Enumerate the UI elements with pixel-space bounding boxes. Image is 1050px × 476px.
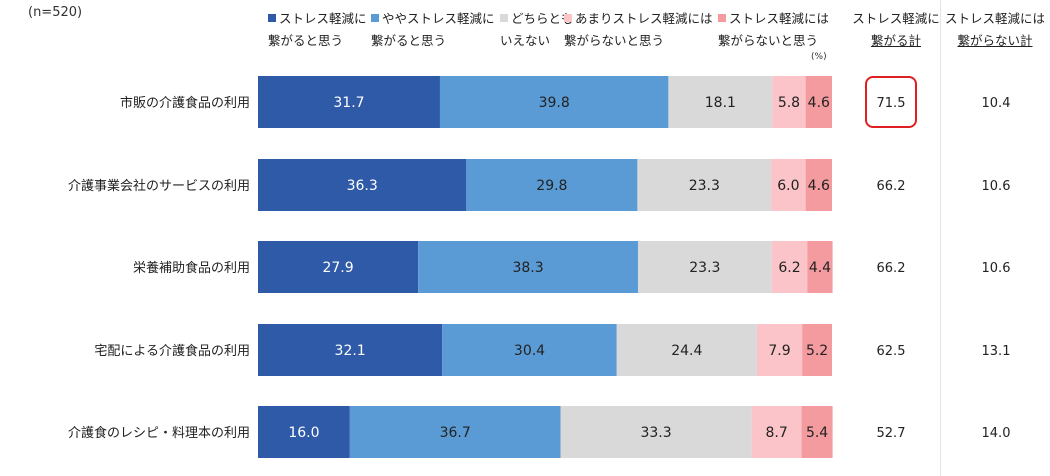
bar-segment [560,406,752,458]
bar-segment [637,241,772,293]
bar-segment [805,76,832,128]
legend-label-3-line2: いえない [500,33,551,48]
bar-segment [258,241,419,293]
legend-label-1-line2: 繋がると思う [268,33,344,48]
bar-segment [442,324,617,376]
data-label: 29.8 [536,178,567,194]
positive-total-value: 66.2 [877,261,906,276]
data-label: 36.3 [347,178,378,194]
data-label: 27.9 [322,260,353,276]
category-label: 介護事業会社のサービスの利用 [68,178,250,194]
legend-label-2-line1: ややストレス軽減に [382,11,495,26]
legend-label-4-line2: 繋がらないと思う [564,33,665,48]
legend-item-5: ストレス軽減には 繋がらないと思う [718,8,829,52]
bar-segment [258,76,440,128]
negative-total-header-line1: ストレス軽減には [944,11,1045,26]
legend-label-5-line1: ストレス軽減には [729,11,830,26]
bar-segment [258,159,467,211]
bar-segment [805,159,832,211]
data-label: 30.4 [514,343,545,359]
positive-total-value: 66.2 [877,179,906,194]
data-label: 4.6 [808,178,830,194]
column-divider [940,0,941,476]
data-label: 6.0 [777,178,799,194]
legend-item-2: ややストレス軽減に 繋がると思う [371,8,495,52]
bar-segment [771,159,806,211]
category-label: 栄養補助食品の利用 [133,260,250,276]
bar-segment [771,241,808,293]
data-label: 4.4 [809,260,831,276]
bar-segment [616,324,757,376]
data-label: 36.7 [440,425,471,441]
negative-total-value: 14.0 [982,426,1011,441]
bar-segment [807,241,833,293]
bar-segment [418,241,638,293]
data-label: 5.2 [806,343,828,359]
legend-item-4: あまりストレス軽減には 繋がらないと思う [564,8,713,52]
data-label: 31.7 [333,95,364,111]
unit-note: (%) [811,52,827,62]
data-label: 5.8 [778,95,800,111]
positive-total-header-line1: ストレス軽減に [852,11,940,26]
category-label: 宅配による介護食品の利用 [94,343,250,359]
data-label: 8.7 [765,425,787,441]
data-label: 32.1 [335,343,366,359]
bar-segment [756,324,803,376]
bar-segment [802,324,832,376]
positive-total-header-line2: 繋がる計 [870,33,921,48]
positive-total-value: 52.7 [877,426,906,441]
data-label: 38.3 [512,260,543,276]
negative-total-header: ストレス軽減には 繋がらない計 [942,8,1048,52]
negative-total-value: 10.6 [982,179,1011,194]
bar-segment [258,324,443,376]
data-label: 18.1 [705,95,736,111]
data-label: 23.3 [689,260,720,276]
sample-size-note: (n=520) [28,5,83,20]
bar-segment [772,76,806,128]
positive-total-header: ストレス軽減に 繋がる計 [846,8,946,52]
negative-total-value: 13.1 [982,344,1011,359]
bar-segment [751,406,802,458]
data-label: 39.8 [539,95,570,111]
bar-segment [668,76,773,128]
data-label: 24.4 [671,343,702,359]
positive-total-value: 71.5 [877,96,906,111]
bar-segment [439,76,669,128]
legend-item-1: ストレス軽減に 繋がると思う [268,8,367,52]
legend-swatch-1 [268,14,276,22]
legend-item-3: どちらとも いえない [500,8,574,52]
legend-label-2-line2: 繋がると思う [371,33,447,48]
legend-label-1-line1: ストレス軽減に [279,11,367,26]
category-label: 介護食のレシピ・料理本の利用 [68,425,250,441]
data-label: 6.2 [778,260,800,276]
data-label: 5.4 [806,425,828,441]
data-label: 16.0 [288,425,319,441]
legend-swatch-3 [500,14,508,22]
negative-total-value: 10.6 [982,261,1011,276]
negative-total-value: 10.4 [982,96,1011,111]
data-label: 33.3 [640,425,671,441]
negative-total-header-line2: 繋がらない計 [957,33,1033,48]
data-label: 23.3 [689,178,720,194]
category-label: 市販の介護食品の利用 [120,95,250,111]
legend-swatch-5 [718,14,726,22]
legend-swatch-4 [564,14,572,22]
positive-total-value: 62.5 [877,344,906,359]
highlight-box [865,76,917,128]
legend-label-3-line1: どちらとも [511,11,574,26]
bar-segment [349,406,561,458]
legend-label-4-line1: あまりストレス軽減には [575,11,713,26]
legend-swatch-2 [371,14,379,22]
bar-segment [801,406,833,458]
legend-label-5-line2: 繋がらないと思う [718,33,819,48]
bar-segment [466,159,638,211]
data-label: 7.9 [768,343,790,359]
data-label: 4.6 [808,95,830,111]
bar-segment [258,406,350,458]
bar-segment [637,159,772,211]
